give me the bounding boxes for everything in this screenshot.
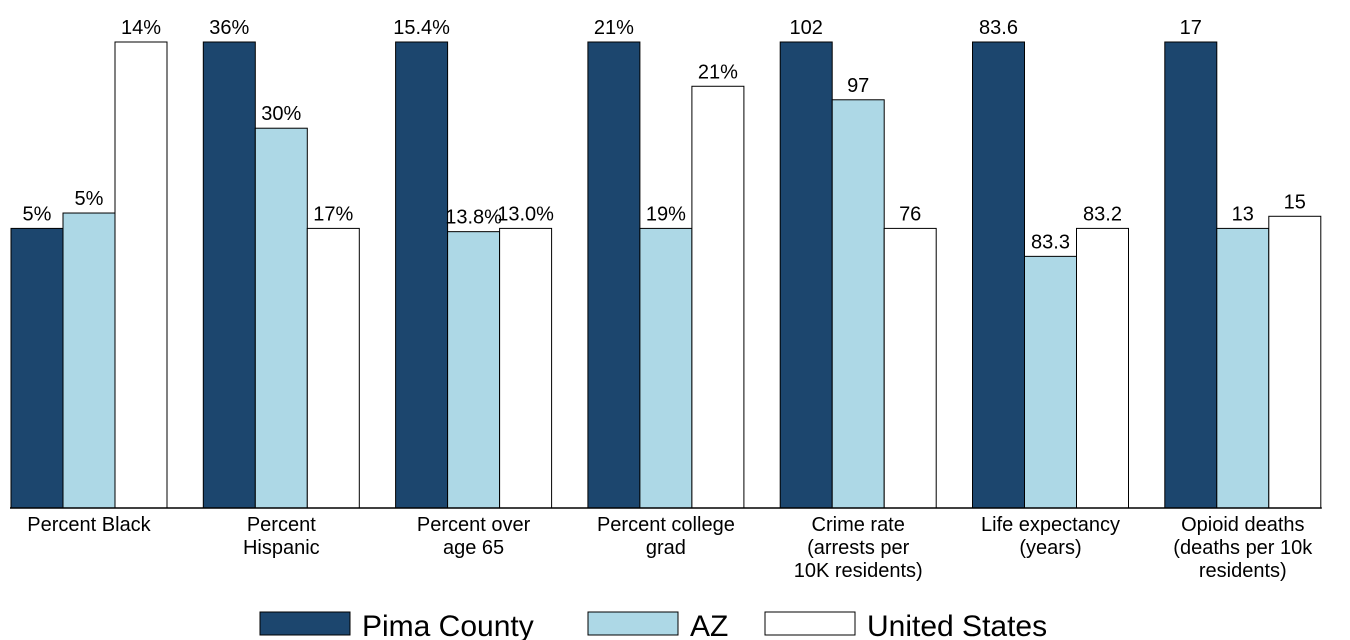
data-label: 21% — [594, 17, 634, 39]
bar-az-0 — [62, 212, 116, 509]
data-label: 13.0% — [497, 203, 554, 225]
category-labels-layer: Percent Black Percent Hispanic Percent over… — [27, 514, 1313, 582]
category-label: Percent Hispanic — [243, 514, 320, 559]
bar-united-states-4 — [883, 227, 937, 509]
category-label-line: age 65 — [443, 537, 504, 559]
data-label: 5% — [75, 188, 104, 210]
data-label: 13.8% — [445, 207, 502, 229]
bar-united-states-3 — [691, 85, 745, 509]
bars-layer — [10, 41, 1322, 509]
category-label-line: Opioid deaths — [1181, 514, 1304, 536]
bar-united-states-1 — [306, 227, 360, 509]
category-label-line: Life expectancy — [981, 514, 1120, 536]
category-label: Life expectancy (years) — [981, 514, 1120, 559]
category-label-line: Crime rate — [812, 514, 905, 536]
bar-az-5 — [1024, 255, 1077, 509]
data-label: 14% — [121, 17, 161, 39]
legend-swatch-az — [587, 611, 679, 636]
bar-az-6 — [1216, 227, 1270, 509]
category-label: Crime rate (arrests per 10K residents) — [794, 514, 923, 582]
bar-united-states-6 — [1268, 215, 1322, 509]
legend-label: Pima County — [362, 610, 534, 640]
category-label-line: grad — [646, 537, 686, 559]
bar-united-states-2 — [499, 227, 553, 509]
legend-swatch-united-states — [764, 611, 856, 636]
data-label: 21% — [698, 61, 738, 83]
bar-pima-county-6 — [1164, 41, 1218, 509]
category-label-line: residents) — [1199, 560, 1287, 582]
category-label-line: Percent — [247, 514, 316, 536]
data-label: 15.4% — [393, 17, 450, 39]
data-label: 97 — [847, 75, 869, 97]
category-label: Opioid deaths (deaths per 10k residents) — [1173, 514, 1313, 582]
bar-pima-county-3 — [587, 41, 641, 509]
data-label: 17% — [313, 203, 353, 225]
category-label-line: (years) — [1019, 537, 1081, 559]
category-label: Percent college grad — [597, 514, 735, 559]
bar-united-states-5 — [1076, 227, 1129, 509]
bar-pima-county-1 — [202, 41, 256, 509]
data-label: 13 — [1232, 203, 1254, 225]
value-labels-layer: 5% 5% 14% 36% 30% 17% 15.4% 13.8%13.0% 21% 19% 21%… — [23, 17, 1306, 253]
bar-pima-county-4 — [779, 41, 833, 509]
data-label: 76 — [899, 203, 921, 225]
data-label: 83.6 — [979, 17, 1018, 39]
category-label-line: Percent college — [597, 514, 735, 536]
data-label: 5% — [23, 203, 52, 225]
legend-swatch-pima-county — [259, 611, 351, 636]
legend-label: AZ — [690, 610, 728, 640]
bar-az-4 — [831, 99, 885, 509]
data-label: 30% — [261, 103, 301, 125]
category-label: Percent Black — [27, 514, 151, 536]
category-label-line: Percent Black — [27, 514, 151, 536]
data-label: 83.3 — [1031, 231, 1070, 253]
bar-united-states-0 — [114, 41, 168, 509]
legend: Pima County AZ United States — [259, 610, 1047, 640]
bar-az-2 — [447, 231, 501, 509]
bar-pima-county-0 — [10, 227, 64, 509]
category-label-line: (deaths per 10k — [1173, 537, 1313, 559]
category-label-line: (arrests per — [807, 537, 910, 559]
bar-pima-county-5 — [972, 41, 1025, 509]
bar-az-3 — [639, 227, 693, 509]
data-label: 83.2 — [1083, 203, 1122, 225]
category-label-line: Percent over — [417, 514, 531, 536]
category-label-line: Hispanic — [243, 537, 320, 559]
data-label: 102 — [790, 17, 823, 39]
category-label-line: 10K residents) — [794, 560, 923, 582]
data-label: 36% — [209, 17, 249, 39]
data-label: 17 — [1180, 17, 1202, 39]
bar-pima-county-2 — [395, 41, 449, 509]
legend-label: United States — [867, 610, 1047, 640]
bar-az-1 — [254, 127, 308, 509]
data-label: 15 — [1284, 191, 1306, 213]
category-label: Percent over age 65 — [417, 514, 531, 559]
data-label: 19% — [646, 203, 686, 225]
